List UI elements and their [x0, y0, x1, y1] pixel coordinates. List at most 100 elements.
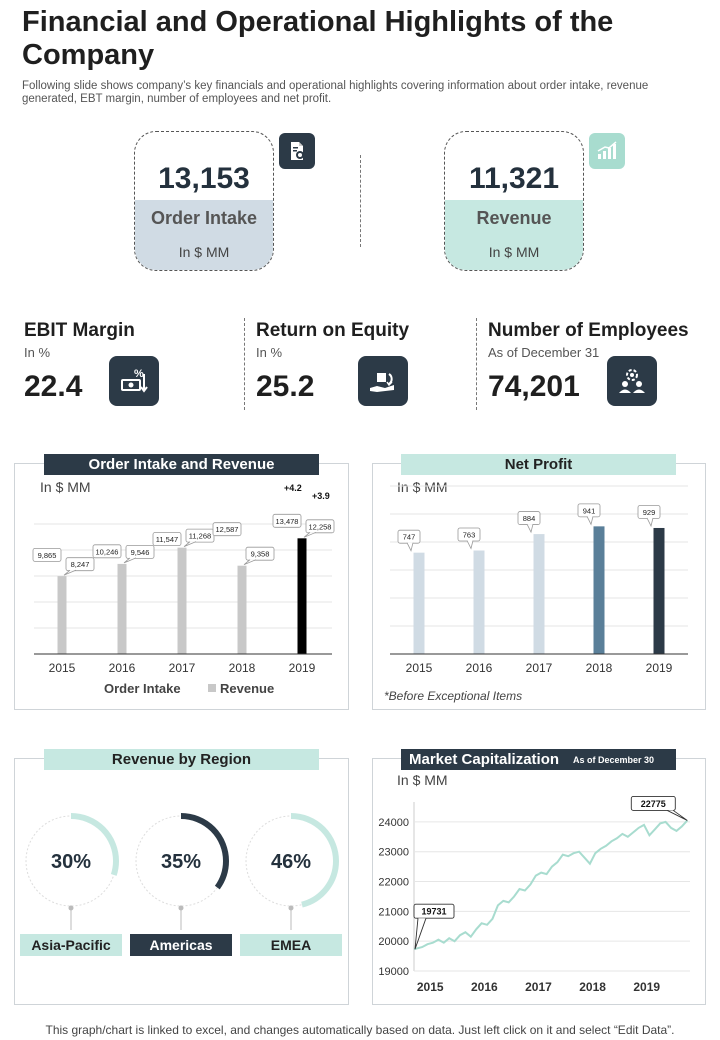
order-intake-unit: In $ MM [178, 244, 230, 260]
market-cap-end-callout: 22775 [630, 795, 688, 821]
x-tick-label: 2019 [289, 661, 316, 675]
region-donut: 30% [23, 813, 119, 930]
ebit-value: 22.4 [24, 370, 83, 403]
legend-revenue-swatch [208, 684, 216, 692]
region-donut: 35% [133, 813, 229, 930]
kpi-divider [360, 155, 361, 247]
x-tick-label: 2015 [406, 661, 433, 675]
hand-return-icon [358, 356, 408, 406]
svg-text:9,546: 9,546 [131, 548, 150, 557]
net-profit-value-label: 763 [457, 527, 481, 550]
market-cap-unit: In $ MM [397, 772, 448, 788]
y-tick-label: 19000 [378, 966, 409, 978]
svg-text:12,258: 12,258 [309, 522, 332, 531]
employees-sub: As of December 31 [488, 345, 600, 360]
net-profit-value-label: 747 [397, 529, 421, 552]
region-header: Revenue by Region [44, 749, 319, 770]
revenue-bar [57, 576, 67, 654]
people-gear-icon [607, 356, 657, 406]
revenue-bar [237, 565, 247, 654]
x-tick-label: 2017 [526, 661, 553, 675]
market-cap-header: Market Capitalization As of December 30 [401, 749, 676, 770]
order-intake-card: 13,153 Order Intake In $ MM [134, 131, 274, 271]
x-tick-label: 2016 [471, 980, 498, 994]
region-donut: 46% [243, 813, 339, 930]
region-percent: 46% [271, 851, 311, 873]
region-percent: 30% [51, 851, 91, 873]
net-profit-chart: 747 763 884 941 929 2015 2016 2017 2018 2019 [390, 485, 688, 675]
region-percent: 35% [161, 851, 201, 873]
revenue-bar [177, 547, 187, 654]
money-percent-icon: % [109, 356, 159, 406]
revenue-label: 12,258 [303, 519, 335, 538]
svg-text:9,865: 9,865 [38, 551, 57, 560]
svg-text:929: 929 [643, 508, 656, 517]
bar-growth-icon [589, 133, 625, 169]
svg-text:10,246: 10,246 [96, 547, 119, 556]
order-revenue-annotation: +4.2 [284, 483, 302, 493]
x-tick-label: 2017 [169, 661, 196, 675]
svg-text:13,478: 13,478 [276, 517, 299, 526]
order-revenue-unit: In $ MM [40, 479, 91, 495]
roe-sub: In % [256, 345, 283, 360]
roe-value: 25.2 [256, 370, 315, 403]
order-intake-label: 10,246 [92, 544, 122, 559]
y-tick-label: 23000 [378, 847, 409, 859]
x-tick-label: 2016 [109, 661, 136, 675]
revenue-label: 11,268 [183, 528, 215, 548]
order-intake-label: 12,587 [212, 522, 242, 537]
employees-value: 74,201 [488, 370, 580, 403]
page-title: Financial and Operational Highlights of … [22, 6, 614, 71]
region-donut-arc [133, 813, 229, 909]
svg-text:747: 747 [403, 533, 416, 542]
net-profit-value-label: 884 [517, 511, 541, 534]
svg-text:11,547: 11,547 [156, 535, 178, 544]
metric-divider-1 [244, 318, 245, 410]
order-revenue-header: Order Intake and Revenue [44, 454, 319, 475]
net-profit-note: *Before Exceptional Items [384, 689, 523, 703]
svg-text:11,268: 11,268 [189, 532, 211, 541]
x-tick-label: 2015 [49, 661, 76, 675]
document-gear-icon [279, 133, 315, 169]
y-tick-label: 21000 [378, 906, 409, 918]
revenue-label: 9,546 [123, 545, 155, 564]
x-tick-label: 2019 [633, 980, 660, 994]
footer-note: This graph/chart is linked to excel, and… [45, 1023, 675, 1037]
market-cap-title: Market Capitalization [409, 751, 560, 768]
revenue-bar [117, 563, 127, 654]
ebit-title: EBIT Margin [24, 320, 135, 341]
market-cap-subtitle: As of December 30 [573, 754, 655, 765]
net-profit-header: Net Profit [401, 454, 676, 475]
roe-title: Return on Equity [256, 320, 410, 341]
revenue-bar [297, 538, 307, 654]
net-profit-bar [653, 527, 665, 654]
region-chart: 30% 35% 46% [23, 813, 339, 930]
region-panel [14, 758, 349, 1005]
net-profit-bar [413, 552, 425, 654]
svg-text:19731: 19731 [421, 907, 446, 917]
svg-text:9,358: 9,358 [251, 550, 270, 559]
revenue-card: 11,321 Revenue In $ MM [444, 131, 584, 271]
y-tick-label: 22000 [378, 877, 409, 889]
svg-text:%: % [134, 368, 144, 380]
x-tick-label: 2018 [586, 661, 613, 675]
market-cap-line [413, 819, 689, 951]
revenue-label: 9,358 [243, 546, 275, 566]
net-profit-unit: In $ MM [397, 479, 448, 495]
region-donut-arc [23, 813, 119, 909]
region-label-asia-pacific: Asia-Pacific [20, 934, 122, 956]
svg-text:763: 763 [463, 530, 476, 539]
revenue-label: Revenue [476, 208, 552, 228]
market-cap-start-callout: 19731 [413, 903, 455, 950]
x-tick-label: 2018 [579, 980, 606, 994]
order-intake-label: Order Intake [150, 208, 258, 228]
revenue-label: 8,247 [63, 557, 95, 576]
employees-title: Number of Employees [488, 320, 689, 341]
x-tick-label: 2017 [525, 980, 552, 994]
revenue-unit: In $ MM [488, 244, 540, 260]
x-tick-label: 2016 [466, 661, 493, 675]
order-intake-band: Order Intake In $ MM [135, 200, 273, 270]
region-label-americas: Americas [130, 934, 232, 956]
ebit-sub: In % [24, 345, 51, 360]
order-intake-label: 9,865 [32, 547, 62, 562]
